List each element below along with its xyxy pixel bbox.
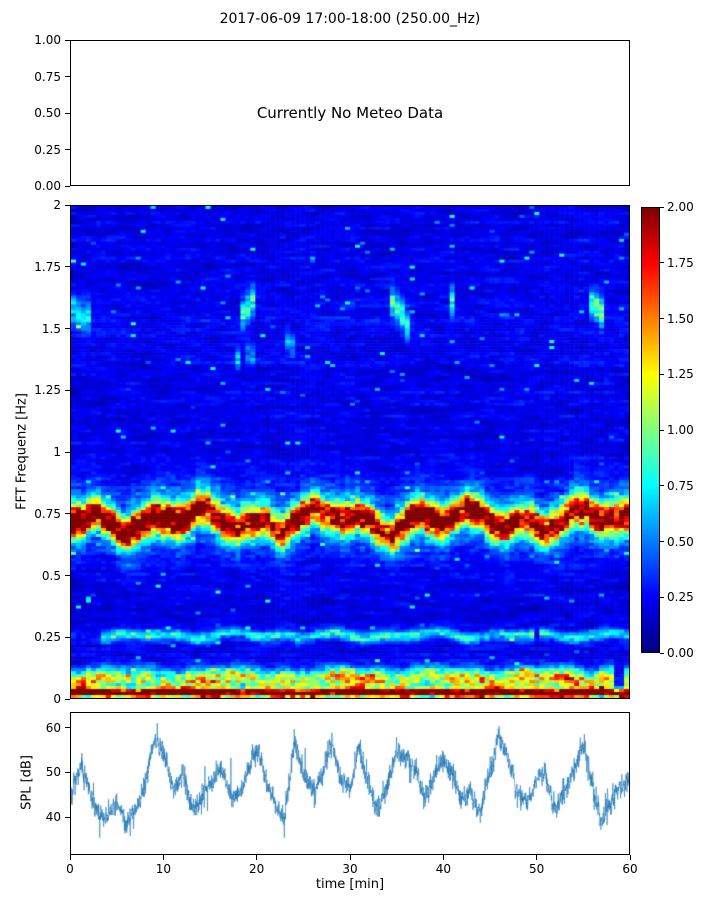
meteo-panel: Currently No Meteo Data	[70, 40, 630, 186]
spectrogram-y-tick-mark	[65, 636, 70, 638]
figure-title: 2017-06-09 17:00-18:00 (250.00_Hz)	[219, 11, 481, 27]
colorbar-tick-label: 0.75	[667, 478, 694, 493]
colorbar-tick-mark	[660, 373, 664, 375]
meteo-y-tick-label: 0.75	[34, 69, 61, 84]
spl-ylabel: SPL [dB]	[19, 755, 35, 810]
spectrogram-image	[71, 206, 629, 698]
spectrogram-y-tick-label: 0.25	[34, 630, 61, 645]
time-tick-label: 20	[249, 862, 265, 876]
time-tick-label: 40	[435, 862, 451, 876]
spl-y-tick-mark	[65, 816, 70, 818]
spectrogram-y-tick-label: 1.5	[41, 321, 61, 336]
spectrogram-y-tick-mark	[65, 389, 70, 391]
spectrogram-y-tick-label: 1	[53, 445, 61, 459]
colorbar-tick-label: 0.50	[667, 534, 694, 549]
time-tick-mark	[256, 855, 258, 860]
colorbar-gradient	[642, 208, 659, 652]
spl-panel	[70, 712, 630, 855]
time-tick-mark	[629, 855, 631, 860]
meteo-y-tick-label: 0.25	[34, 142, 61, 157]
spectrogram-y-tick-mark	[65, 451, 70, 453]
time-tick-label: 0	[66, 862, 74, 876]
meteo-y-tick-mark	[65, 39, 70, 41]
time-tick-mark	[536, 855, 538, 860]
spectrogram-y-tick-label: 1.75	[34, 259, 61, 274]
spectrogram-y-tick-mark	[65, 328, 70, 329]
colorbar-tick-label: 0.00	[667, 646, 694, 660]
colorbar-tick-mark	[660, 652, 664, 654]
spectrogram-y-tick-label: 0.75	[34, 506, 61, 521]
colorbar-tick-mark	[660, 206, 664, 208]
colorbar-tick-mark	[660, 541, 664, 542]
spl-y-tick-mark	[65, 727, 70, 729]
spectrogram-y-tick-label: 2	[53, 198, 61, 212]
time-tick-label: 50	[529, 862, 545, 876]
meteo-y-tick-mark	[65, 185, 70, 187]
time-tick-mark	[69, 855, 71, 860]
meteo-y-tick-mark	[65, 149, 70, 150]
spl-y-tick-mark	[65, 771, 70, 773]
colorbar	[641, 207, 660, 653]
meteo-y-tick-label: 0.50	[34, 106, 61, 120]
colorbar-tick-label: 0.25	[667, 590, 694, 605]
time-tick-label: 30	[342, 862, 358, 876]
time-axis-label: time [min]	[315, 877, 385, 892]
meteo-y-tick-mark	[65, 112, 70, 114]
time-tick-label: 60	[622, 862, 638, 876]
colorbar-tick-label: 1.25	[667, 367, 694, 382]
meteo-y-tick-label: 1.00	[34, 33, 61, 47]
meteo-y-tick-label: 0.00	[34, 179, 61, 193]
spectrogram-y-tick-mark	[65, 266, 70, 268]
time-tick-mark	[162, 855, 164, 860]
time-tick-mark	[442, 855, 444, 860]
spectrogram-y-tick-mark	[65, 513, 70, 515]
spl-y-tick-label: 50	[45, 765, 61, 780]
colorbar-tick-label: 2.00	[667, 200, 694, 214]
colorbar-tick-mark	[660, 485, 664, 487]
spl-y-tick-label: 40	[45, 810, 61, 825]
colorbar-tick-label: 1.50	[667, 311, 694, 326]
colorbar-tick-mark	[660, 596, 664, 598]
spectrogram-y-tick-label: 0.5	[41, 568, 61, 583]
colorbar-tick-mark	[660, 318, 664, 319]
colorbar-tick-label: 1.75	[667, 255, 694, 270]
spl-line-chart	[71, 713, 629, 854]
spectrogram-y-tick-mark	[65, 204, 70, 206]
spl-y-tick-label: 60	[45, 720, 61, 735]
spectrogram-y-tick-mark	[65, 698, 70, 700]
no-meteo-data-text: Currently No Meteo Data	[256, 104, 444, 122]
spectrogram-panel	[70, 205, 630, 699]
meteo-y-tick-mark	[65, 76, 70, 77]
spectrogram-y-tick-label: 0	[53, 692, 61, 706]
spectrogram-y-tick-label: 1.25	[34, 383, 61, 398]
time-tick-mark	[349, 855, 351, 860]
colorbar-tick-mark	[660, 429, 664, 431]
colorbar-tick-mark	[660, 262, 664, 264]
time-tick-label: 10	[155, 862, 171, 876]
colorbar-tick-label: 1.00	[667, 423, 694, 437]
spectrogram-y-tick-mark	[65, 575, 70, 576]
